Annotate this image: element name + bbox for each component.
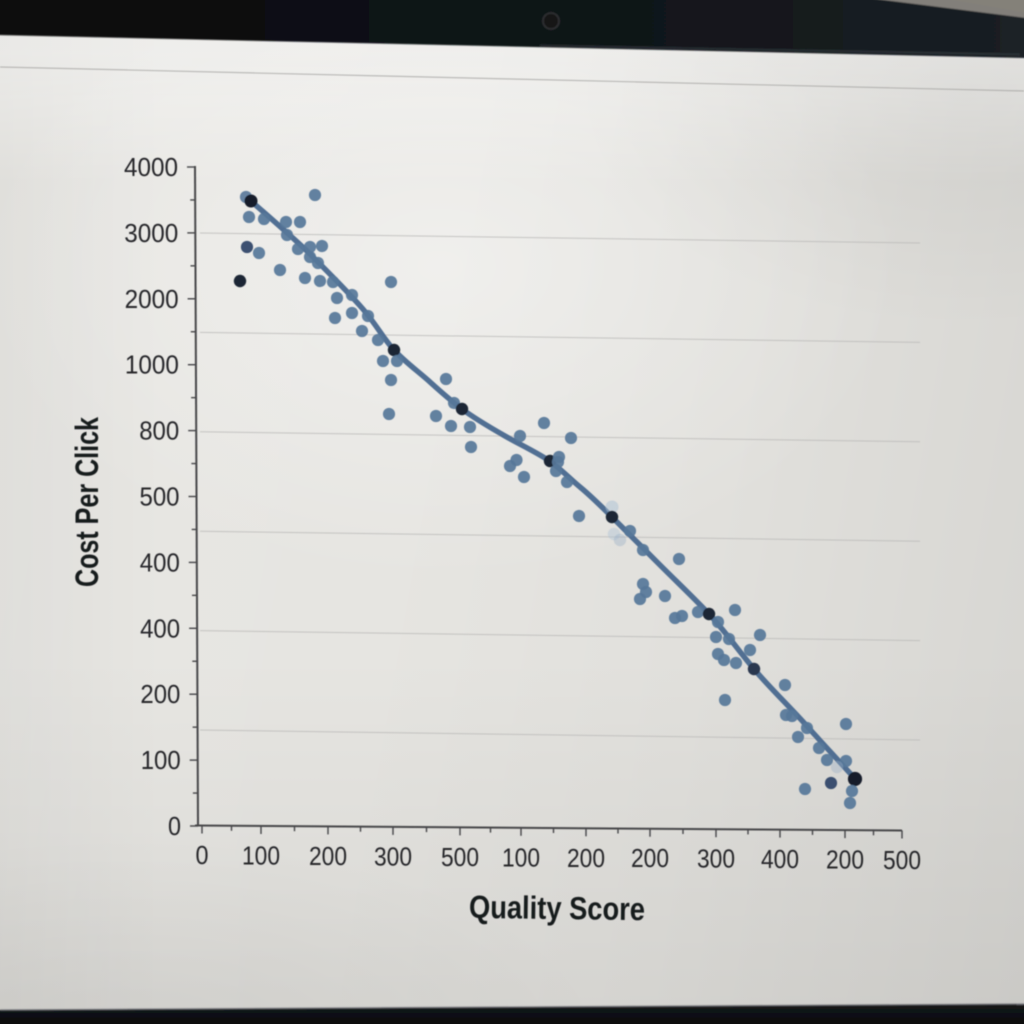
svg-text:200: 200	[567, 843, 605, 873]
svg-text:400: 400	[140, 613, 180, 643]
svg-text:2000: 2000	[125, 284, 179, 314]
svg-text:500: 500	[441, 842, 479, 872]
svg-text:800: 800	[139, 416, 179, 446]
svg-text:100: 100	[502, 842, 540, 872]
svg-text:100: 100	[242, 841, 280, 871]
svg-text:3000: 3000	[124, 218, 178, 248]
svg-text:1000: 1000	[125, 350, 179, 380]
svg-text:0: 0	[168, 811, 181, 841]
svg-text:300: 300	[374, 841, 412, 871]
svg-text:500: 500	[883, 845, 921, 875]
svg-text:200: 200	[826, 845, 864, 875]
svg-text:0: 0	[196, 840, 209, 870]
svg-text:300: 300	[697, 844, 735, 874]
svg-text:100: 100	[141, 745, 181, 775]
svg-text:200: 200	[309, 841, 347, 871]
svg-text:400: 400	[140, 547, 180, 577]
svg-text:4000: 4000	[124, 152, 178, 182]
svg-text:200: 200	[140, 679, 180, 709]
svg-text:Cost Per Click: Cost Per Click	[69, 417, 105, 587]
svg-text:400: 400	[761, 844, 799, 874]
svg-text:Quality Score: Quality Score	[469, 889, 645, 927]
svg-text:500: 500	[140, 482, 180, 512]
svg-text:200: 200	[631, 843, 669, 873]
